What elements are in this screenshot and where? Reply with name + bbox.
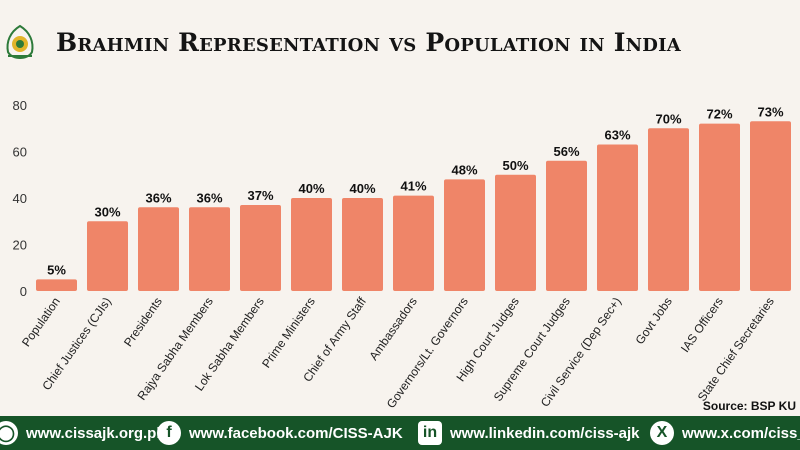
category-label: Presidents (121, 295, 165, 349)
facebook-icon: f (157, 421, 181, 445)
data-label: 70% (655, 111, 681, 126)
category-label: Ambassadors (366, 295, 420, 363)
footer-bar: ◯ www.cissajk.org.pk f www.facebook.com/… (0, 416, 800, 450)
footer-website-text: www.cissajk.org.pk (26, 424, 165, 442)
bar (36, 279, 77, 291)
source-note: Source: BSP KU (702, 399, 796, 413)
footer-website[interactable]: ◯ www.cissajk.org.pk (0, 416, 165, 450)
bar (240, 204, 281, 291)
footer-x-text: www.x.com/ciss_ (682, 424, 800, 442)
data-label: 63% (604, 128, 630, 143)
bar (291, 198, 332, 291)
bar (393, 195, 434, 291)
footer-linkedin[interactable]: in www.linkedin.com/ciss-ajk (418, 416, 640, 450)
data-label: 36% (196, 190, 222, 205)
chart-title: Brahmin Representation vs Population in … (56, 28, 681, 57)
footer-facebook-text: www.facebook.com/CISS-AJK (189, 424, 403, 442)
y-tick-label: 20 (13, 238, 27, 253)
x-icon: X (650, 421, 674, 445)
data-label: 37% (247, 188, 273, 203)
bar (342, 198, 383, 291)
data-label: 56% (553, 144, 579, 159)
bar (138, 207, 179, 291)
data-label: 72% (706, 107, 732, 122)
bar (699, 123, 740, 291)
category-label: Population (19, 295, 63, 349)
data-label: 50% (502, 158, 528, 173)
footer-x[interactable]: X www.x.com/ciss_ (650, 416, 800, 450)
data-label: 48% (451, 162, 477, 177)
category-label: IAS Officers (678, 295, 726, 355)
data-label: 40% (298, 181, 324, 196)
y-tick-label: 60 (13, 145, 27, 160)
category-label: Prime Ministers (259, 295, 318, 371)
bar (87, 221, 128, 291)
category-label: Govt Jobs (632, 295, 674, 347)
bar (189, 207, 230, 291)
y-tick-label: 40 (13, 191, 27, 206)
data-label: 40% (349, 181, 375, 196)
linkedin-icon: in (418, 421, 442, 445)
bar (546, 160, 587, 291)
data-label: 30% (94, 204, 120, 219)
data-label: 41% (400, 179, 426, 194)
data-label: 73% (757, 104, 783, 119)
bar (750, 121, 791, 292)
data-label: 36% (145, 190, 171, 205)
data-label: 5% (47, 262, 66, 277)
bar (495, 174, 536, 291)
globe-icon: ◯ (0, 421, 18, 445)
bar (597, 144, 638, 291)
y-tick-label: 0 (20, 284, 27, 299)
bar (648, 128, 689, 291)
ciss-emblem-icon (6, 24, 34, 59)
y-tick-label: 80 (13, 98, 27, 113)
footer-linkedin-text: www.linkedin.com/ciss-ajk (450, 424, 640, 442)
footer-facebook[interactable]: f www.facebook.com/CISS-AJK (157, 416, 403, 450)
bar (444, 179, 485, 291)
